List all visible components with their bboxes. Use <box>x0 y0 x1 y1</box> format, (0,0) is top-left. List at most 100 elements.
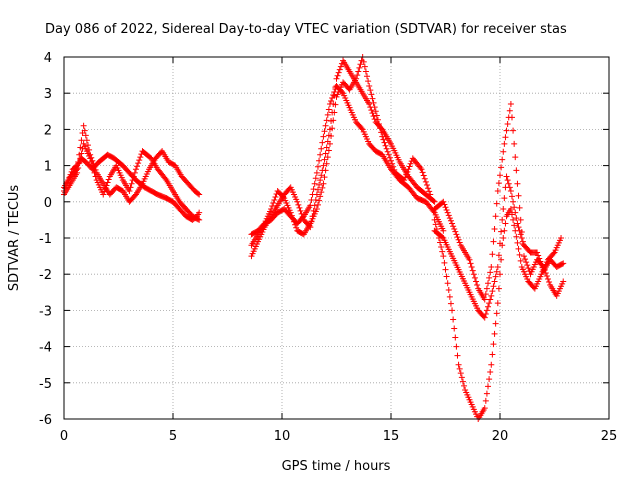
data-point <box>323 117 330 124</box>
data-point <box>487 368 494 375</box>
data-point <box>443 206 450 213</box>
data-point <box>322 150 329 157</box>
y-tick-label: 1 <box>44 160 52 175</box>
data-point <box>381 139 388 146</box>
data-point <box>534 249 541 256</box>
data-point <box>354 72 361 79</box>
data-point <box>486 274 493 281</box>
data-point <box>287 209 294 216</box>
x-tick-label: 20 <box>492 429 509 444</box>
data-point <box>502 134 509 141</box>
data-point <box>406 163 413 170</box>
data-point <box>504 120 511 127</box>
data-point <box>134 163 141 170</box>
data-point <box>488 292 495 299</box>
data-point <box>91 163 98 170</box>
data-point <box>516 227 523 234</box>
data-point <box>449 307 456 314</box>
data-point <box>366 82 373 89</box>
data-point <box>488 361 495 368</box>
data-point <box>430 197 437 204</box>
data-point <box>493 310 500 317</box>
data-point <box>513 233 520 240</box>
data-point <box>317 193 324 200</box>
data-point <box>311 180 318 187</box>
data-point <box>100 191 107 198</box>
data-point <box>322 122 329 129</box>
data-series <box>431 206 565 422</box>
chart-title: Day 086 of 2022, Sidereal Day-to-day VTE… <box>45 22 567 37</box>
data-point <box>440 227 447 234</box>
data-point <box>486 376 493 383</box>
data-point <box>449 220 456 227</box>
data-point <box>76 160 83 167</box>
data-point <box>490 283 497 290</box>
data-point <box>445 287 452 294</box>
data-point <box>296 204 303 211</box>
data-point <box>405 166 412 173</box>
data-point <box>314 186 321 193</box>
data-point <box>332 84 339 91</box>
data-point <box>538 261 545 268</box>
data-point <box>470 271 477 278</box>
data-series <box>248 54 434 249</box>
data-point <box>316 157 323 164</box>
data-point <box>491 225 498 232</box>
data-point <box>135 160 142 167</box>
data-point <box>489 288 496 295</box>
data-point <box>333 75 340 82</box>
data-point <box>370 99 377 106</box>
data-point <box>446 215 453 222</box>
data-point <box>507 187 514 194</box>
data-point <box>446 293 453 300</box>
data-point <box>506 107 513 114</box>
data-point <box>482 311 489 318</box>
data-point <box>316 197 323 204</box>
data-point <box>451 325 458 332</box>
x-tick-labels: 0 5 10 15 20 25 <box>60 429 617 444</box>
data-point <box>501 140 508 147</box>
data-point <box>74 166 81 173</box>
data-point <box>391 166 398 173</box>
data-point <box>500 206 507 213</box>
data-point <box>494 300 501 307</box>
data-point <box>132 166 139 173</box>
y-tick-label: -1 <box>39 232 52 247</box>
data-point <box>511 222 518 229</box>
data-point <box>497 240 503 247</box>
data-point <box>356 64 363 71</box>
data-point <box>520 253 527 260</box>
data-point <box>290 218 297 225</box>
data-point <box>535 252 542 259</box>
data-point <box>321 174 328 181</box>
data-point <box>162 175 169 182</box>
data-point <box>386 154 393 161</box>
data-point <box>442 204 449 211</box>
data-point <box>494 187 501 194</box>
data-point <box>536 255 543 262</box>
data-point <box>454 234 461 241</box>
y-tick-label: -5 <box>39 377 52 392</box>
data-point <box>512 209 519 216</box>
data-point <box>364 73 371 80</box>
data-point <box>337 63 344 70</box>
data-point <box>361 63 368 70</box>
data-point <box>376 120 383 127</box>
data-point <box>330 92 337 99</box>
data-point <box>292 221 299 228</box>
data-point <box>324 111 331 118</box>
data-point <box>331 109 338 116</box>
data-point <box>423 182 430 189</box>
data-point <box>507 206 514 213</box>
data-point <box>422 178 429 185</box>
data-point <box>280 193 287 200</box>
data-point <box>325 106 332 113</box>
data-point <box>518 235 525 241</box>
data-point <box>382 142 389 149</box>
data-point <box>320 162 327 169</box>
data-series <box>248 82 447 238</box>
data-point <box>129 177 136 184</box>
axis-ticks <box>63 56 610 420</box>
data-point <box>494 263 501 270</box>
data-point <box>483 307 490 314</box>
